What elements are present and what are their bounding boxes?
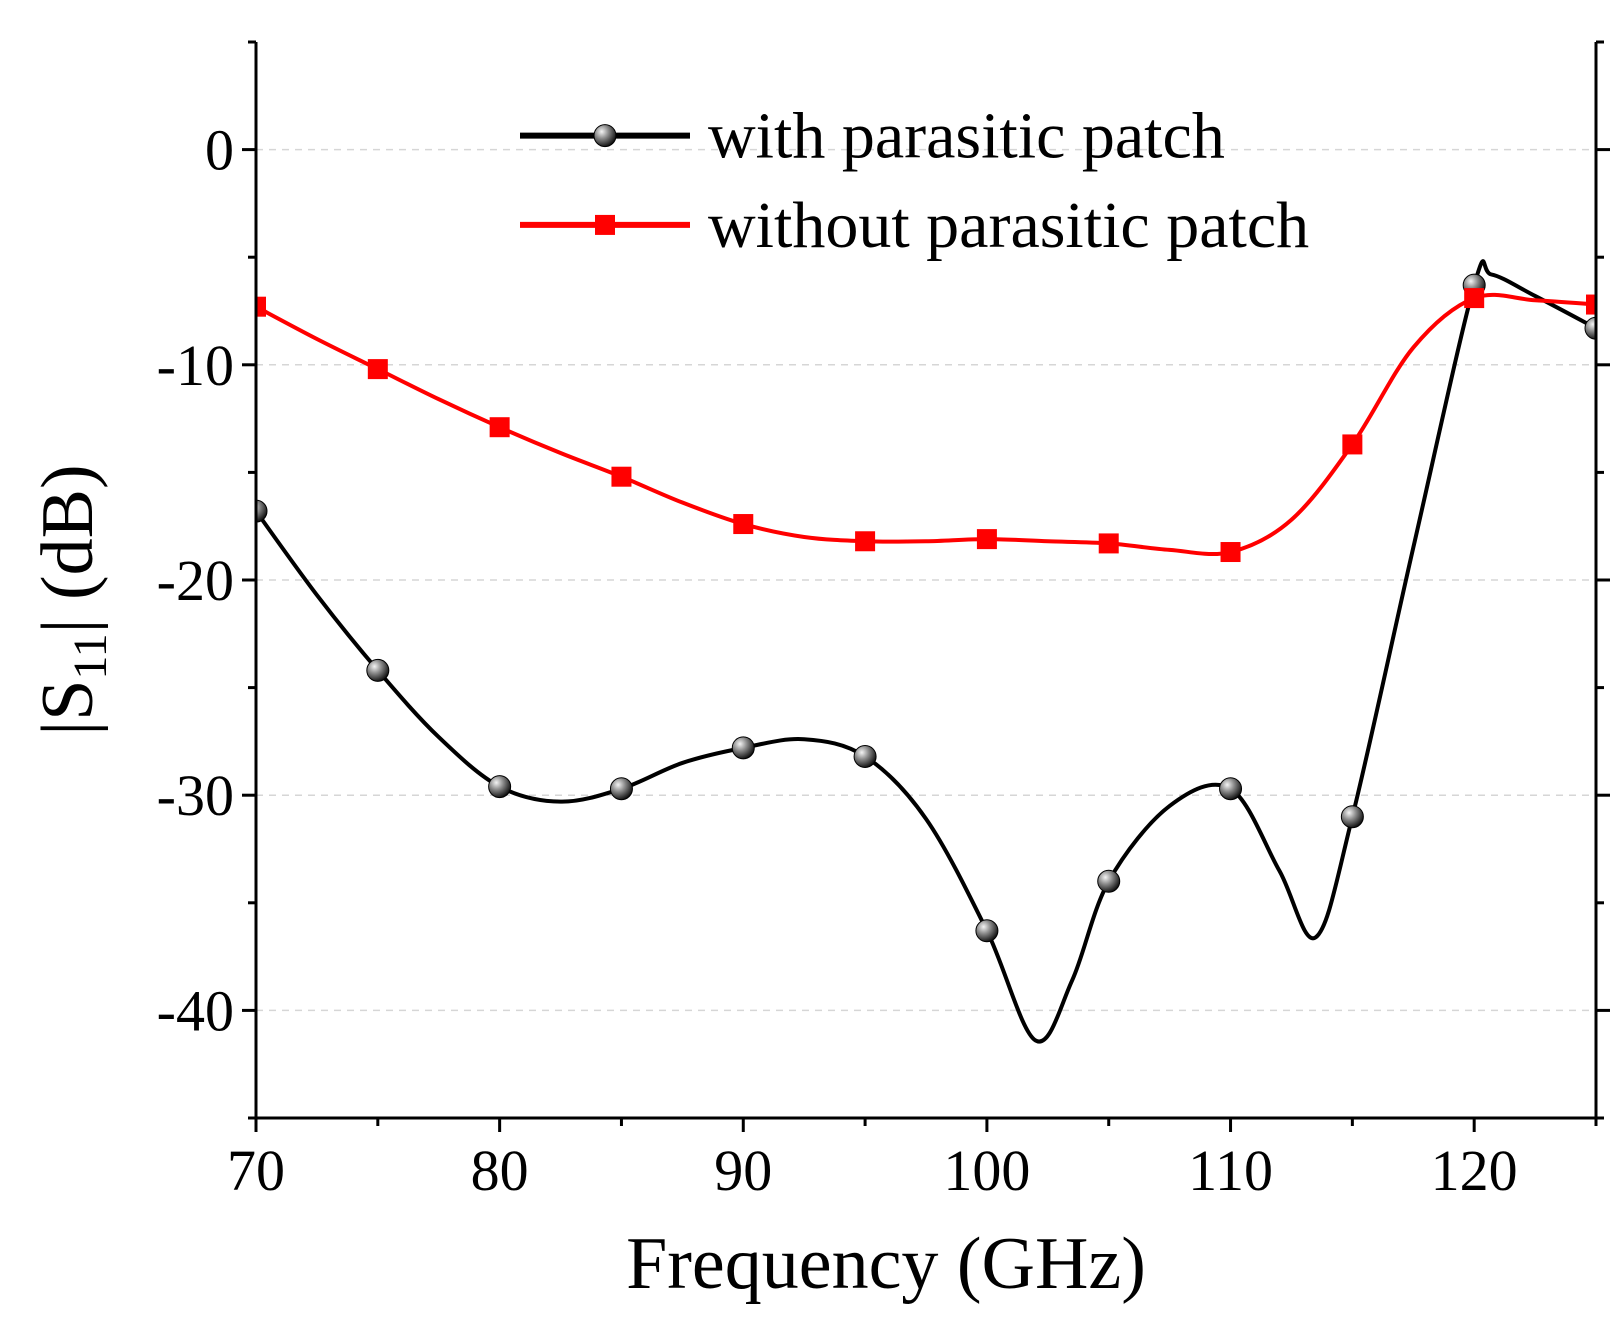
legend-label: without parasitic patch	[708, 189, 1309, 262]
data-point	[733, 514, 754, 535]
data-point	[1584, 316, 1596, 340]
x-tick-label: 90	[714, 1138, 772, 1203]
series-layer	[256, 259, 1596, 1044]
x-tick-label: 110	[1188, 1138, 1273, 1203]
y-axis-label: |S11| (dB)	[27, 464, 117, 735]
data-point	[1220, 542, 1241, 563]
y-tick-label: 0	[205, 118, 234, 183]
y-tick-label: -10	[157, 333, 234, 398]
x-axis-label: Frequency (GHz)	[626, 1223, 1146, 1305]
y-tick-label: -20	[157, 548, 234, 613]
data-point	[855, 531, 876, 552]
data-point	[1464, 288, 1485, 309]
legend-marker	[593, 124, 617, 148]
series-without-parasitic-patch	[256, 288, 1596, 563]
ticks-layer: 70 80 90 100 110 120 -40 -30 -20 -10 0	[157, 40, 1610, 1203]
data-point	[731, 736, 755, 760]
series-with-parasitic-patch	[256, 259, 1596, 1044]
data-point	[256, 499, 268, 523]
data-point	[1586, 294, 1596, 315]
grid-layer	[256, 148, 1596, 1012]
y-axis-label-tail: | (dB)	[27, 464, 109, 633]
data-point	[853, 744, 877, 768]
x-tick-label: 80	[471, 1138, 529, 1203]
data-point	[1098, 533, 1119, 554]
y-axis-label-subscript: 11	[64, 633, 117, 679]
data-point	[489, 417, 510, 438]
x-tick-label: 100	[943, 1138, 1030, 1203]
data-point	[256, 296, 266, 317]
data-point	[1219, 777, 1243, 801]
data-point	[367, 359, 388, 380]
data-point	[975, 919, 999, 943]
legend-marker	[595, 214, 615, 235]
data-point	[1342, 434, 1363, 455]
data-point	[1340, 805, 1364, 829]
series-line	[256, 292, 1596, 557]
y-tick-label: -40	[157, 978, 234, 1043]
x-tick-label: 120	[1431, 1138, 1518, 1203]
y-tick-label: -30	[157, 763, 234, 828]
series-line	[256, 259, 1596, 1044]
x-tick-label: 70	[227, 1138, 285, 1203]
legend-label: with parasitic patch	[708, 100, 1225, 173]
data-point	[366, 658, 390, 682]
data-point	[976, 529, 997, 550]
y-axis-label-main: |S	[27, 680, 109, 736]
data-point	[611, 466, 632, 487]
data-point	[609, 777, 633, 801]
data-point	[488, 775, 512, 799]
data-point	[1097, 869, 1121, 893]
legend: with parasitic patch without parasitic pa…	[520, 100, 1309, 262]
